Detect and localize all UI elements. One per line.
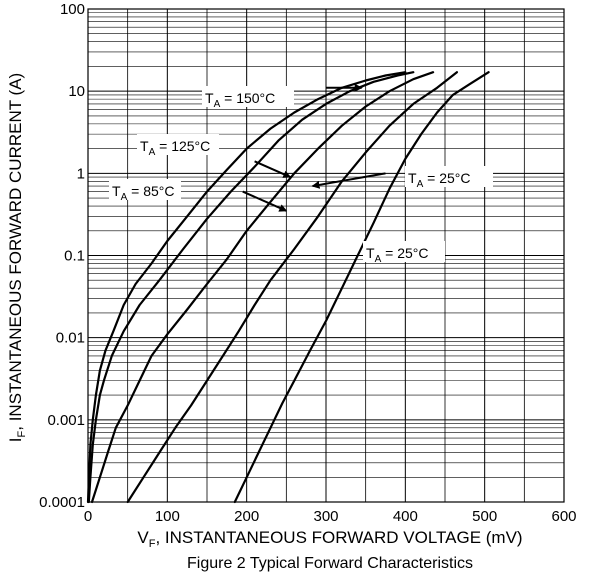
series-curve-3 bbox=[90, 71, 435, 504]
annotation-arrow bbox=[311, 172, 386, 189]
annotation-background bbox=[363, 241, 445, 262]
y-tick-label: 0.01 bbox=[56, 330, 85, 347]
annotation-2: TA = 125°C bbox=[137, 134, 292, 179]
series-curve-2 bbox=[87, 71, 415, 504]
annotation-layer: TA = 150°C TA = 125°C TA = 85°C TA = 25°C TA… bbox=[109, 83, 493, 265]
series-curve-5 bbox=[233, 71, 490, 504]
x-tick-label: 0 bbox=[84, 508, 92, 525]
x-axis-label: VF, INSTANTANEOUS FORWARD VOLTAGE (mV) bbox=[137, 528, 522, 550]
x-tick-label: 600 bbox=[551, 508, 576, 525]
annotation-3: TA = 85°C bbox=[109, 179, 288, 212]
y-tick-label: 100 bbox=[60, 1, 85, 18]
annotation-background bbox=[202, 86, 294, 107]
annotation-4: TA = 25°C bbox=[311, 166, 493, 190]
x-tick-label: 300 bbox=[313, 508, 338, 525]
y-tick-label: 1 bbox=[77, 165, 85, 182]
y-tick-label: 10 bbox=[68, 83, 85, 100]
x-tick-label: 200 bbox=[234, 508, 259, 525]
series-curve-1 bbox=[86, 71, 407, 504]
y-axis-label: IF, INSTANTANEOUS FORWARD CURRENT (A) bbox=[6, 73, 28, 442]
annotation-label: TA = 125°C bbox=[140, 138, 210, 158]
chart-title: Figure 2 Typical Forward Characteristics bbox=[187, 555, 473, 572]
annotation-background bbox=[109, 179, 181, 200]
y-tick-label: 0.0001 bbox=[39, 494, 85, 511]
y-tick-label: 0.001 bbox=[47, 412, 85, 429]
x-tick-label: 400 bbox=[393, 508, 418, 525]
annotation-5: TA = 25°C bbox=[363, 241, 445, 265]
annotation-arrow bbox=[242, 190, 288, 212]
x-tick-label: 500 bbox=[472, 508, 497, 525]
plot-frame bbox=[87, 8, 565, 503]
x-tick-label: 100 bbox=[155, 508, 180, 525]
annotation-arrow bbox=[254, 160, 292, 179]
annotation-1: TA = 150°C bbox=[202, 83, 363, 110]
x-tick-labels: 0 100 200 300 400 500 600 bbox=[84, 508, 577, 525]
annotation-label: TA = 25°C bbox=[366, 245, 428, 265]
y-tick-label: 0.1 bbox=[64, 248, 85, 265]
annotation-background bbox=[405, 166, 493, 187]
series-layer bbox=[86, 71, 490, 504]
annotation-label: TA = 150°C bbox=[205, 90, 275, 110]
annotation-label: TA = 25°C bbox=[408, 170, 470, 190]
annotation-label: TA = 85°C bbox=[112, 183, 174, 203]
annotation-background bbox=[137, 134, 219, 155]
series-curve-4 bbox=[126, 71, 458, 504]
y-tick-labels: 0.0001 0.001 0.01 0.1 1 10 100 bbox=[39, 1, 85, 511]
